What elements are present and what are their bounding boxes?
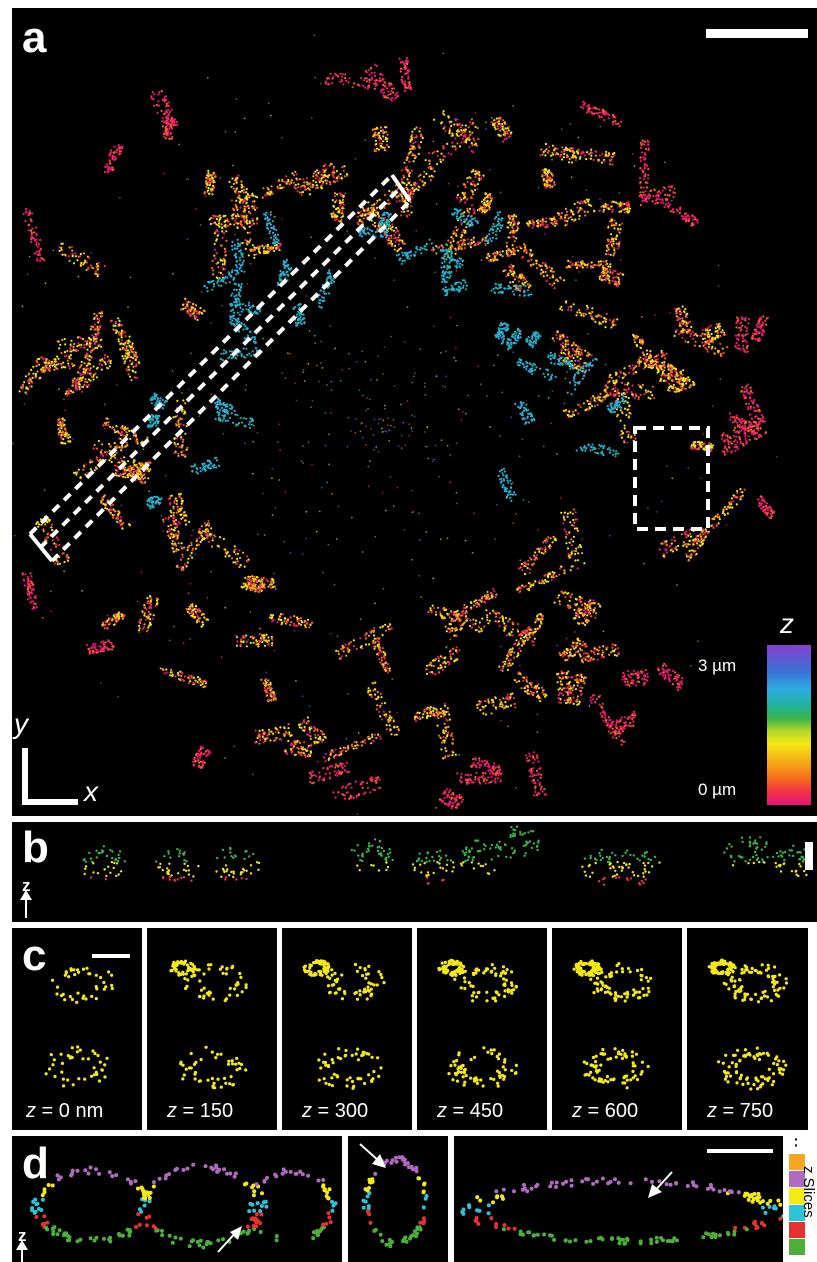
slice-z-label: z = 300 bbox=[302, 1100, 368, 1123]
panel-a-image bbox=[12, 34, 778, 816]
legend-ellipsis: · · bbox=[794, 1131, 799, 1153]
panel-b-image bbox=[82, 825, 809, 886]
legend-swatch bbox=[789, 1205, 805, 1221]
axis-x-label: x bbox=[84, 776, 98, 807]
panel-d-z-arrowhead bbox=[16, 1240, 28, 1250]
zoom-region-box bbox=[633, 426, 710, 531]
slice-panel: z = 750 bbox=[687, 928, 808, 1130]
cut-box-side-1 bbox=[38, 186, 402, 550]
slice-z-label: z = 150 bbox=[167, 1100, 233, 1123]
axis-y-label: y bbox=[14, 708, 28, 739]
panel-c: z = 0 nm z = 150 z = 300 z = 450 z = 600 z = … bbox=[12, 928, 817, 1130]
arrow-d-left bbox=[217, 1226, 242, 1253]
scale-bar-c bbox=[92, 954, 130, 958]
slice-z-label: z = 750 bbox=[707, 1100, 773, 1123]
cut-line-end bbox=[390, 173, 412, 203]
panel-b: b z bbox=[12, 822, 817, 922]
panel-b-z-axis-label: z bbox=[22, 876, 31, 895]
panel-d-left: d z bbox=[12, 1136, 342, 1262]
panel-c-label: c bbox=[22, 931, 47, 980]
panel-d-middle bbox=[348, 1136, 448, 1262]
slice-image bbox=[302, 959, 386, 1090]
slice-z-value: = 600 bbox=[582, 1100, 639, 1122]
panel-d-right bbox=[454, 1136, 783, 1262]
axis-x-line bbox=[22, 799, 78, 805]
panel-d-z-arrow bbox=[21, 1246, 23, 1262]
cut-box-side-4 bbox=[28, 173, 394, 536]
colorbar-bottom-label: 0 µm bbox=[698, 780, 737, 799]
scale-bar-b bbox=[805, 842, 813, 870]
panel-a: a y x z 3 µm 0 µm bbox=[12, 8, 817, 816]
panel-b-label: b bbox=[22, 823, 49, 872]
slice-z-symbol: z bbox=[26, 1100, 36, 1122]
slice-z-symbol: z bbox=[437, 1100, 447, 1122]
legend-swatch bbox=[789, 1171, 805, 1187]
legend-swatch bbox=[789, 1222, 805, 1238]
slice-image bbox=[707, 958, 789, 1091]
colorbar-title: z bbox=[780, 608, 794, 639]
colorbar bbox=[767, 645, 811, 805]
slice-image bbox=[437, 958, 518, 1088]
slice-panel: z = 150 bbox=[147, 928, 277, 1130]
slice-panel: z = 0 nm bbox=[12, 928, 142, 1130]
panel-a-label: a bbox=[22, 13, 47, 62]
slice-image bbox=[44, 966, 114, 1088]
z-slices-legend: · · z Slices bbox=[789, 1131, 817, 1262]
slice-z-label: z = 450 bbox=[437, 1100, 503, 1123]
cut-box-side-3 bbox=[50, 199, 412, 563]
slice-panel: z = 300 bbox=[282, 928, 412, 1130]
slice-z-value: = 750 bbox=[717, 1100, 774, 1122]
scale-bar-d bbox=[707, 1149, 773, 1153]
slice-z-label: z = 600 bbox=[572, 1100, 638, 1123]
panel-d-label: d bbox=[22, 1139, 49, 1188]
slice-panel: z = 450 bbox=[417, 928, 547, 1130]
panel-d-z-axis-label: z bbox=[18, 1226, 27, 1245]
panel-b-z-arrowhead bbox=[20, 890, 32, 900]
colorbar-top-label: 3 µm bbox=[698, 656, 737, 675]
legend-swatch bbox=[789, 1154, 805, 1170]
slice-z-symbol: z bbox=[167, 1100, 177, 1122]
legend-swatch bbox=[789, 1239, 805, 1255]
slice-z-value: = 300 bbox=[312, 1100, 369, 1122]
slice-z-value: = 150 bbox=[177, 1100, 234, 1122]
slice-z-value: = 450 bbox=[447, 1100, 504, 1122]
slice-image bbox=[572, 959, 653, 1090]
z-slices-legend-title: z Slices bbox=[800, 1166, 817, 1218]
slice-image bbox=[169, 959, 248, 1090]
panel-a-annotations bbox=[28, 173, 710, 563]
slice-z-value: = 0 nm bbox=[36, 1100, 104, 1122]
axis-y-line bbox=[22, 748, 28, 805]
arrow-d-right bbox=[648, 1171, 673, 1198]
slice-z-symbol: z bbox=[302, 1100, 312, 1122]
panel-b-z-arrow bbox=[25, 896, 27, 918]
panel-d-right-image bbox=[460, 1176, 783, 1246]
slice-z-label: z = 0 nm bbox=[26, 1100, 103, 1123]
slice-z-symbol: z bbox=[707, 1100, 717, 1122]
panel-d-left-image bbox=[30, 1162, 338, 1250]
slice-panel: z = 600 bbox=[552, 928, 682, 1130]
legend-swatch bbox=[789, 1188, 805, 1204]
slice-z-symbol: z bbox=[572, 1100, 582, 1122]
panel-d-middle-image bbox=[361, 1155, 429, 1249]
arrow-d-middle bbox=[359, 1143, 386, 1168]
scale-bar-a bbox=[706, 29, 808, 38]
